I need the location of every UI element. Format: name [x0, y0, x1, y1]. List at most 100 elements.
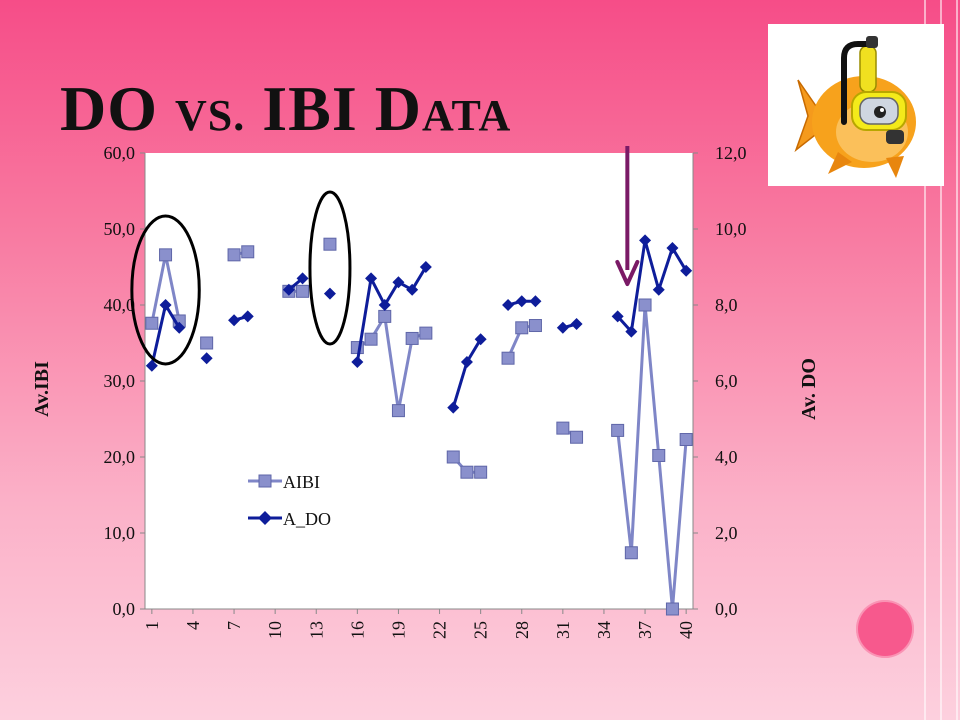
- data-point-a-do: [625, 325, 638, 338]
- data-point-a-do: [447, 401, 460, 414]
- data-point-aibi: [241, 245, 255, 259]
- data-point-aibi: [679, 433, 693, 447]
- left-tick-label: 10,0: [104, 523, 136, 543]
- data-point-aibi: [474, 465, 488, 479]
- x-tick-label: 4: [183, 621, 203, 630]
- x-tick-label: 10: [265, 621, 285, 639]
- data-point-aibi: [624, 546, 638, 560]
- data-point-a-do: [241, 310, 254, 323]
- annotations: [130, 146, 640, 366]
- data-point-aibi: [145, 316, 159, 330]
- x-axis-ticks: 1 4 7 10 13 16 19 22 25 28 31 34 37 40: [142, 609, 696, 639]
- data-point-a-do: [406, 283, 419, 296]
- data-point-aibi: [638, 298, 652, 312]
- right-tick-label: 12,0: [715, 143, 747, 163]
- data-point-a-do: [145, 359, 158, 372]
- data-point-aibi: [227, 248, 241, 262]
- data-point-a-do: [639, 234, 652, 247]
- data-point-a-do: [378, 299, 391, 311]
- data-point-aibi: [419, 326, 433, 340]
- legend-a-do-label: A_DO: [283, 509, 331, 529]
- right-tick-label: 0,0: [715, 599, 738, 619]
- highlight-ellipse: [308, 190, 352, 346]
- data-point-a-do: [460, 356, 473, 368]
- data-point-a-do: [392, 276, 405, 289]
- data-point-aibi: [556, 421, 570, 435]
- legend-aibi-label: AIBI: [283, 472, 320, 492]
- data-point-a-do: [351, 356, 364, 368]
- data-point-aibi: [515, 321, 529, 335]
- data-point-a-do: [200, 352, 213, 365]
- left-tick-label: 40,0: [104, 295, 136, 315]
- series-line-aibi: [616, 303, 688, 611]
- left-axis-ticks: 0,0 10,0 20,0 30,0 40,0 50,0 60,0: [104, 143, 145, 619]
- x-tick-label: 7: [224, 621, 244, 630]
- diver-fish-logo: [768, 24, 944, 186]
- data-point-aibi: [665, 602, 679, 616]
- title-word-vs: VS.: [175, 91, 246, 140]
- right-tick-label: 4,0: [715, 447, 738, 467]
- series-line-a-do: [355, 266, 428, 363]
- x-tick-label: 34: [594, 621, 614, 639]
- data-point-a-do: [666, 242, 679, 254]
- data-point-a-do: [419, 261, 432, 273]
- data-point-aibi: [528, 319, 542, 333]
- data-point-aibi: [364, 332, 378, 346]
- data-point-a-do: [502, 299, 515, 311]
- data-point-aibi: [501, 351, 515, 365]
- data-point-a-do: [515, 295, 528, 308]
- decorative-circle: [856, 600, 914, 658]
- data-point-aibi: [570, 430, 584, 444]
- right-tick-label: 8,0: [715, 295, 738, 315]
- data-point-a-do: [474, 333, 487, 346]
- data-point-a-do: [282, 283, 295, 296]
- x-tick-label: 19: [388, 621, 408, 639]
- data-point-aibi: [446, 450, 460, 464]
- data-point-a-do: [556, 321, 569, 334]
- data-point-aibi: [611, 423, 625, 437]
- x-tick-label: 37: [635, 621, 655, 639]
- data-point-a-do: [652, 283, 665, 296]
- plot-area: [145, 153, 693, 609]
- data-point-a-do: [611, 310, 624, 323]
- highlight-ellipse: [130, 214, 201, 366]
- data-point-aibi: [296, 284, 310, 298]
- data-point-aibi: [378, 309, 392, 323]
- data-point-a-do: [228, 314, 241, 327]
- legend-aibi-marker: [258, 474, 272, 488]
- series-a-do: [145, 234, 693, 414]
- x-tick-label: 40: [676, 621, 696, 639]
- data-point-aibi: [460, 465, 474, 479]
- left-tick-label: 0,0: [113, 599, 136, 619]
- left-tick-label: 30,0: [104, 371, 136, 391]
- x-tick-label: 13: [306, 621, 326, 639]
- data-point-aibi: [323, 237, 337, 251]
- right-tick-label: 2,0: [715, 523, 738, 543]
- data-point-aibi: [159, 248, 173, 262]
- data-point-a-do: [323, 287, 336, 300]
- x-tick-label: 16: [347, 621, 367, 639]
- right-tick-label: 6,0: [715, 371, 738, 391]
- data-point-a-do: [529, 295, 542, 308]
- x-tick-label: 1: [142, 621, 162, 630]
- data-point-aibi: [391, 404, 405, 418]
- data-point-a-do: [296, 272, 309, 285]
- left-axis-title: Av.IBI: [31, 361, 53, 417]
- data-point-a-do: [570, 318, 583, 330]
- data-point-aibi: [652, 448, 666, 462]
- annotation-arrow-head: [615, 260, 640, 286]
- diver-fish-icon: [794, 36, 916, 178]
- title-word-do: DO: [60, 73, 158, 144]
- data-point-a-do: [159, 299, 172, 311]
- left-tick-label: 60,0: [104, 143, 136, 163]
- series-aibi: [145, 237, 693, 616]
- x-tick-label: 31: [553, 621, 573, 639]
- data-point-aibi: [200, 336, 214, 350]
- left-tick-label: 50,0: [104, 219, 136, 239]
- slide-title: DO VS. IBI DATA: [60, 72, 511, 146]
- title-word-ibi: IBI: [262, 73, 358, 144]
- title-word-ata: ATA: [421, 91, 512, 140]
- right-tick-label: 10,0: [715, 219, 747, 239]
- x-tick-label: 25: [471, 621, 491, 639]
